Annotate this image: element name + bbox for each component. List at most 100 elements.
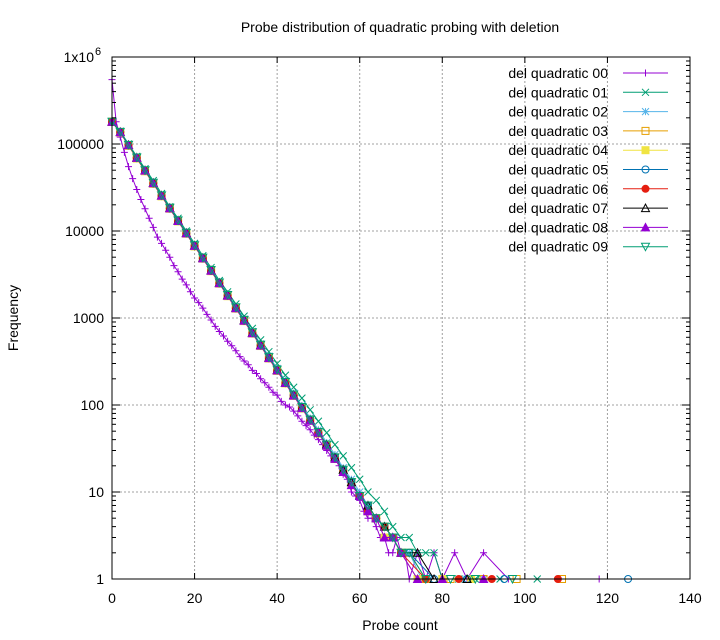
data-point [286, 403, 294, 411]
series-04 [108, 117, 476, 583]
data-point [257, 375, 265, 383]
data-point [131, 153, 142, 163]
data-point [153, 233, 161, 241]
data-point [211, 322, 219, 330]
data-point [195, 299, 203, 307]
data-point [191, 294, 199, 302]
legend-swatch-marker [640, 203, 651, 213]
x-tick-label: 100 [513, 590, 537, 606]
y-tick-label: 1 [96, 571, 104, 587]
x-tick-label: 80 [434, 590, 450, 606]
legend-label: del quadratic 05 [508, 162, 608, 178]
data-point [451, 549, 459, 557]
data-point [355, 475, 364, 484]
series-line [111, 121, 558, 580]
data-point [396, 548, 406, 558]
data-point [214, 278, 225, 288]
legend-label: del quadratic 01 [508, 84, 608, 100]
data-point [322, 428, 331, 437]
data-point [148, 178, 159, 188]
chart-title: Probe distribution of quadratic probing … [241, 19, 559, 35]
data-point [178, 275, 186, 283]
data-point [387, 533, 398, 543]
data-point [389, 549, 397, 557]
series-09 [107, 117, 518, 585]
x-axis-label: Probe count [362, 617, 438, 633]
data-point [173, 216, 183, 226]
data-point [380, 507, 389, 516]
data-point [170, 262, 178, 270]
data-point [363, 501, 373, 511]
legend: del quadratic 00 del quadratic 01 del quad… [508, 65, 668, 255]
y-tick-exponent: 6 [95, 46, 101, 58]
data-point [236, 353, 244, 361]
legend-label: del quadratic 09 [508, 239, 608, 255]
data-point [338, 465, 349, 475]
legend-entry: del quadratic 08 [508, 219, 668, 235]
data-point [162, 246, 170, 254]
data-point [290, 407, 298, 415]
data-point [347, 488, 355, 496]
data-point [269, 388, 277, 396]
x-tick-label: 40 [269, 590, 285, 606]
data-point [306, 405, 315, 414]
data-point [129, 175, 137, 183]
data-point [158, 239, 166, 247]
data-point [248, 366, 256, 374]
data-point [306, 426, 314, 434]
data-point [219, 332, 227, 340]
data-point [125, 163, 133, 171]
data-point [372, 496, 381, 505]
y-axis-label: Frequency [5, 285, 21, 351]
data-point [430, 548, 438, 557]
legend-entry: del quadratic 04 [508, 142, 668, 158]
data-point [354, 491, 365, 502]
data-point [363, 506, 373, 516]
data-point [281, 401, 289, 409]
data-point [232, 347, 240, 355]
data-point [182, 281, 190, 289]
data-point [412, 547, 423, 557]
data-point [156, 191, 167, 201]
data-point [207, 316, 215, 324]
data-point [264, 353, 274, 363]
data-point [133, 185, 141, 193]
legend-entry: del quadratic 03 [508, 123, 668, 139]
series-line [111, 121, 563, 580]
data-point [253, 370, 260, 378]
data-point [372, 523, 380, 531]
data-point [294, 412, 302, 420]
legend-entry: del quadratic 05 [508, 162, 668, 178]
data-point [255, 340, 266, 350]
data-point [181, 228, 192, 238]
legend-label: del quadratic 03 [508, 123, 608, 139]
data-point [298, 417, 306, 425]
data-point [140, 166, 150, 176]
data-point [244, 361, 252, 369]
legend-entry: del quadratic 01 [508, 84, 668, 100]
series-line [111, 121, 484, 580]
data-point [371, 514, 382, 524]
series-03 [108, 117, 567, 583]
data-point [405, 533, 414, 542]
data-point [224, 337, 232, 345]
legend-swatch-marker [642, 69, 649, 77]
x-tick-label: 60 [352, 590, 368, 606]
legend-label: del quadratic 04 [508, 142, 608, 158]
y-tick-label: 10 [88, 484, 104, 500]
series-01 [108, 117, 542, 583]
data-point [313, 427, 324, 438]
series-line [111, 121, 513, 580]
data-point [421, 548, 430, 557]
data-point [314, 417, 323, 426]
x-tick-label: 120 [596, 590, 620, 606]
legend-label: del quadratic 00 [508, 65, 608, 81]
data-point [222, 290, 233, 301]
legend-entry: del quadratic 00 [508, 65, 668, 81]
legend-label: del quadratic 06 [508, 181, 608, 197]
data-point [189, 241, 200, 251]
data-point [123, 140, 134, 150]
data-point [330, 453, 340, 463]
data-point [149, 223, 157, 231]
